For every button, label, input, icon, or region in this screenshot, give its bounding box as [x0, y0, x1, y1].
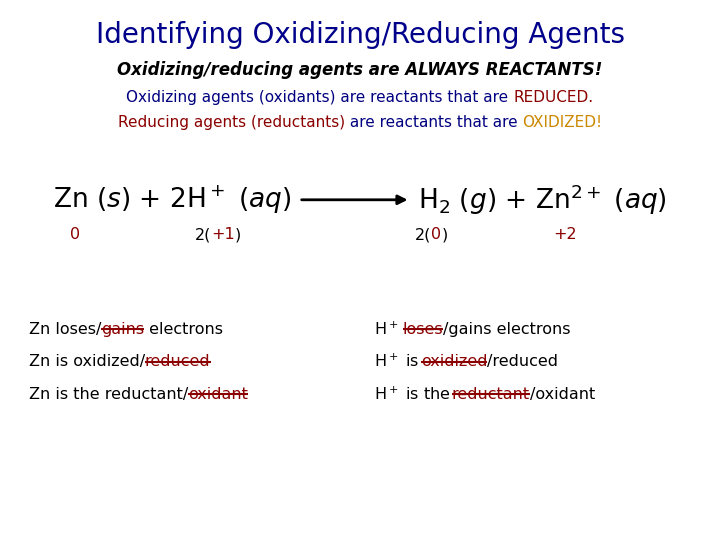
Text: ): ) — [441, 227, 448, 242]
Text: 0: 0 — [431, 227, 441, 242]
Text: /gains electrons: /gains electrons — [444, 322, 571, 337]
Text: 0: 0 — [70, 227, 80, 242]
Text: +2: +2 — [553, 227, 577, 242]
Text: ): ) — [235, 227, 241, 242]
Text: H$^+$ is: H$^+$ is — [374, 353, 420, 370]
Text: H$^+$: H$^+$ — [374, 321, 402, 338]
Text: electrons: electrons — [144, 322, 223, 337]
Text: H$^+$ is the: H$^+$ is the — [374, 386, 452, 403]
Text: Zn is the reductant/: Zn is the reductant/ — [29, 387, 188, 402]
Text: oxidized: oxidized — [420, 354, 487, 369]
Text: Zn loses/: Zn loses/ — [29, 322, 102, 337]
Text: gains: gains — [102, 322, 144, 337]
Text: OXIDIZED!: OXIDIZED! — [522, 115, 603, 130]
Text: REDUCED.: REDUCED. — [513, 90, 593, 105]
Text: Reducing agents (reductants): Reducing agents (reductants) — [117, 115, 345, 130]
Text: 2(: 2( — [415, 227, 431, 242]
Text: +1: +1 — [212, 227, 235, 242]
Text: reduced: reduced — [145, 354, 210, 369]
Text: /reduced: /reduced — [487, 354, 558, 369]
Text: Identifying Oxidizing/Reducing Agents: Identifying Oxidizing/Reducing Agents — [96, 21, 624, 49]
Text: Zn is oxidized/: Zn is oxidized/ — [29, 354, 145, 369]
Text: Oxidizing/reducing agents are ALWAYS REACTANTS!: Oxidizing/reducing agents are ALWAYS REA… — [117, 61, 603, 79]
Text: 2(: 2( — [195, 227, 212, 242]
Text: H$_2$ ($\mathit{g}$) + Zn$^{2+}$ ($\mathit{aq}$): H$_2$ ($\mathit{g}$) + Zn$^{2+}$ ($\math… — [418, 183, 667, 217]
Text: loses: loses — [402, 322, 444, 337]
Text: reductant: reductant — [452, 387, 530, 402]
Text: Oxidizing agents (oxidants) are reactants that are: Oxidizing agents (oxidants) are reactant… — [127, 90, 513, 105]
Text: /oxidant: /oxidant — [530, 387, 595, 402]
Text: are reactants that are: are reactants that are — [345, 115, 522, 130]
Text: oxidant: oxidant — [188, 387, 248, 402]
Text: Zn ($\mathit{s}$) + 2H$\mathsf{^+}$ ($\mathit{aq}$): Zn ($\mathit{s}$) + 2H$\mathsf{^+}$ ($\m… — [53, 184, 292, 216]
